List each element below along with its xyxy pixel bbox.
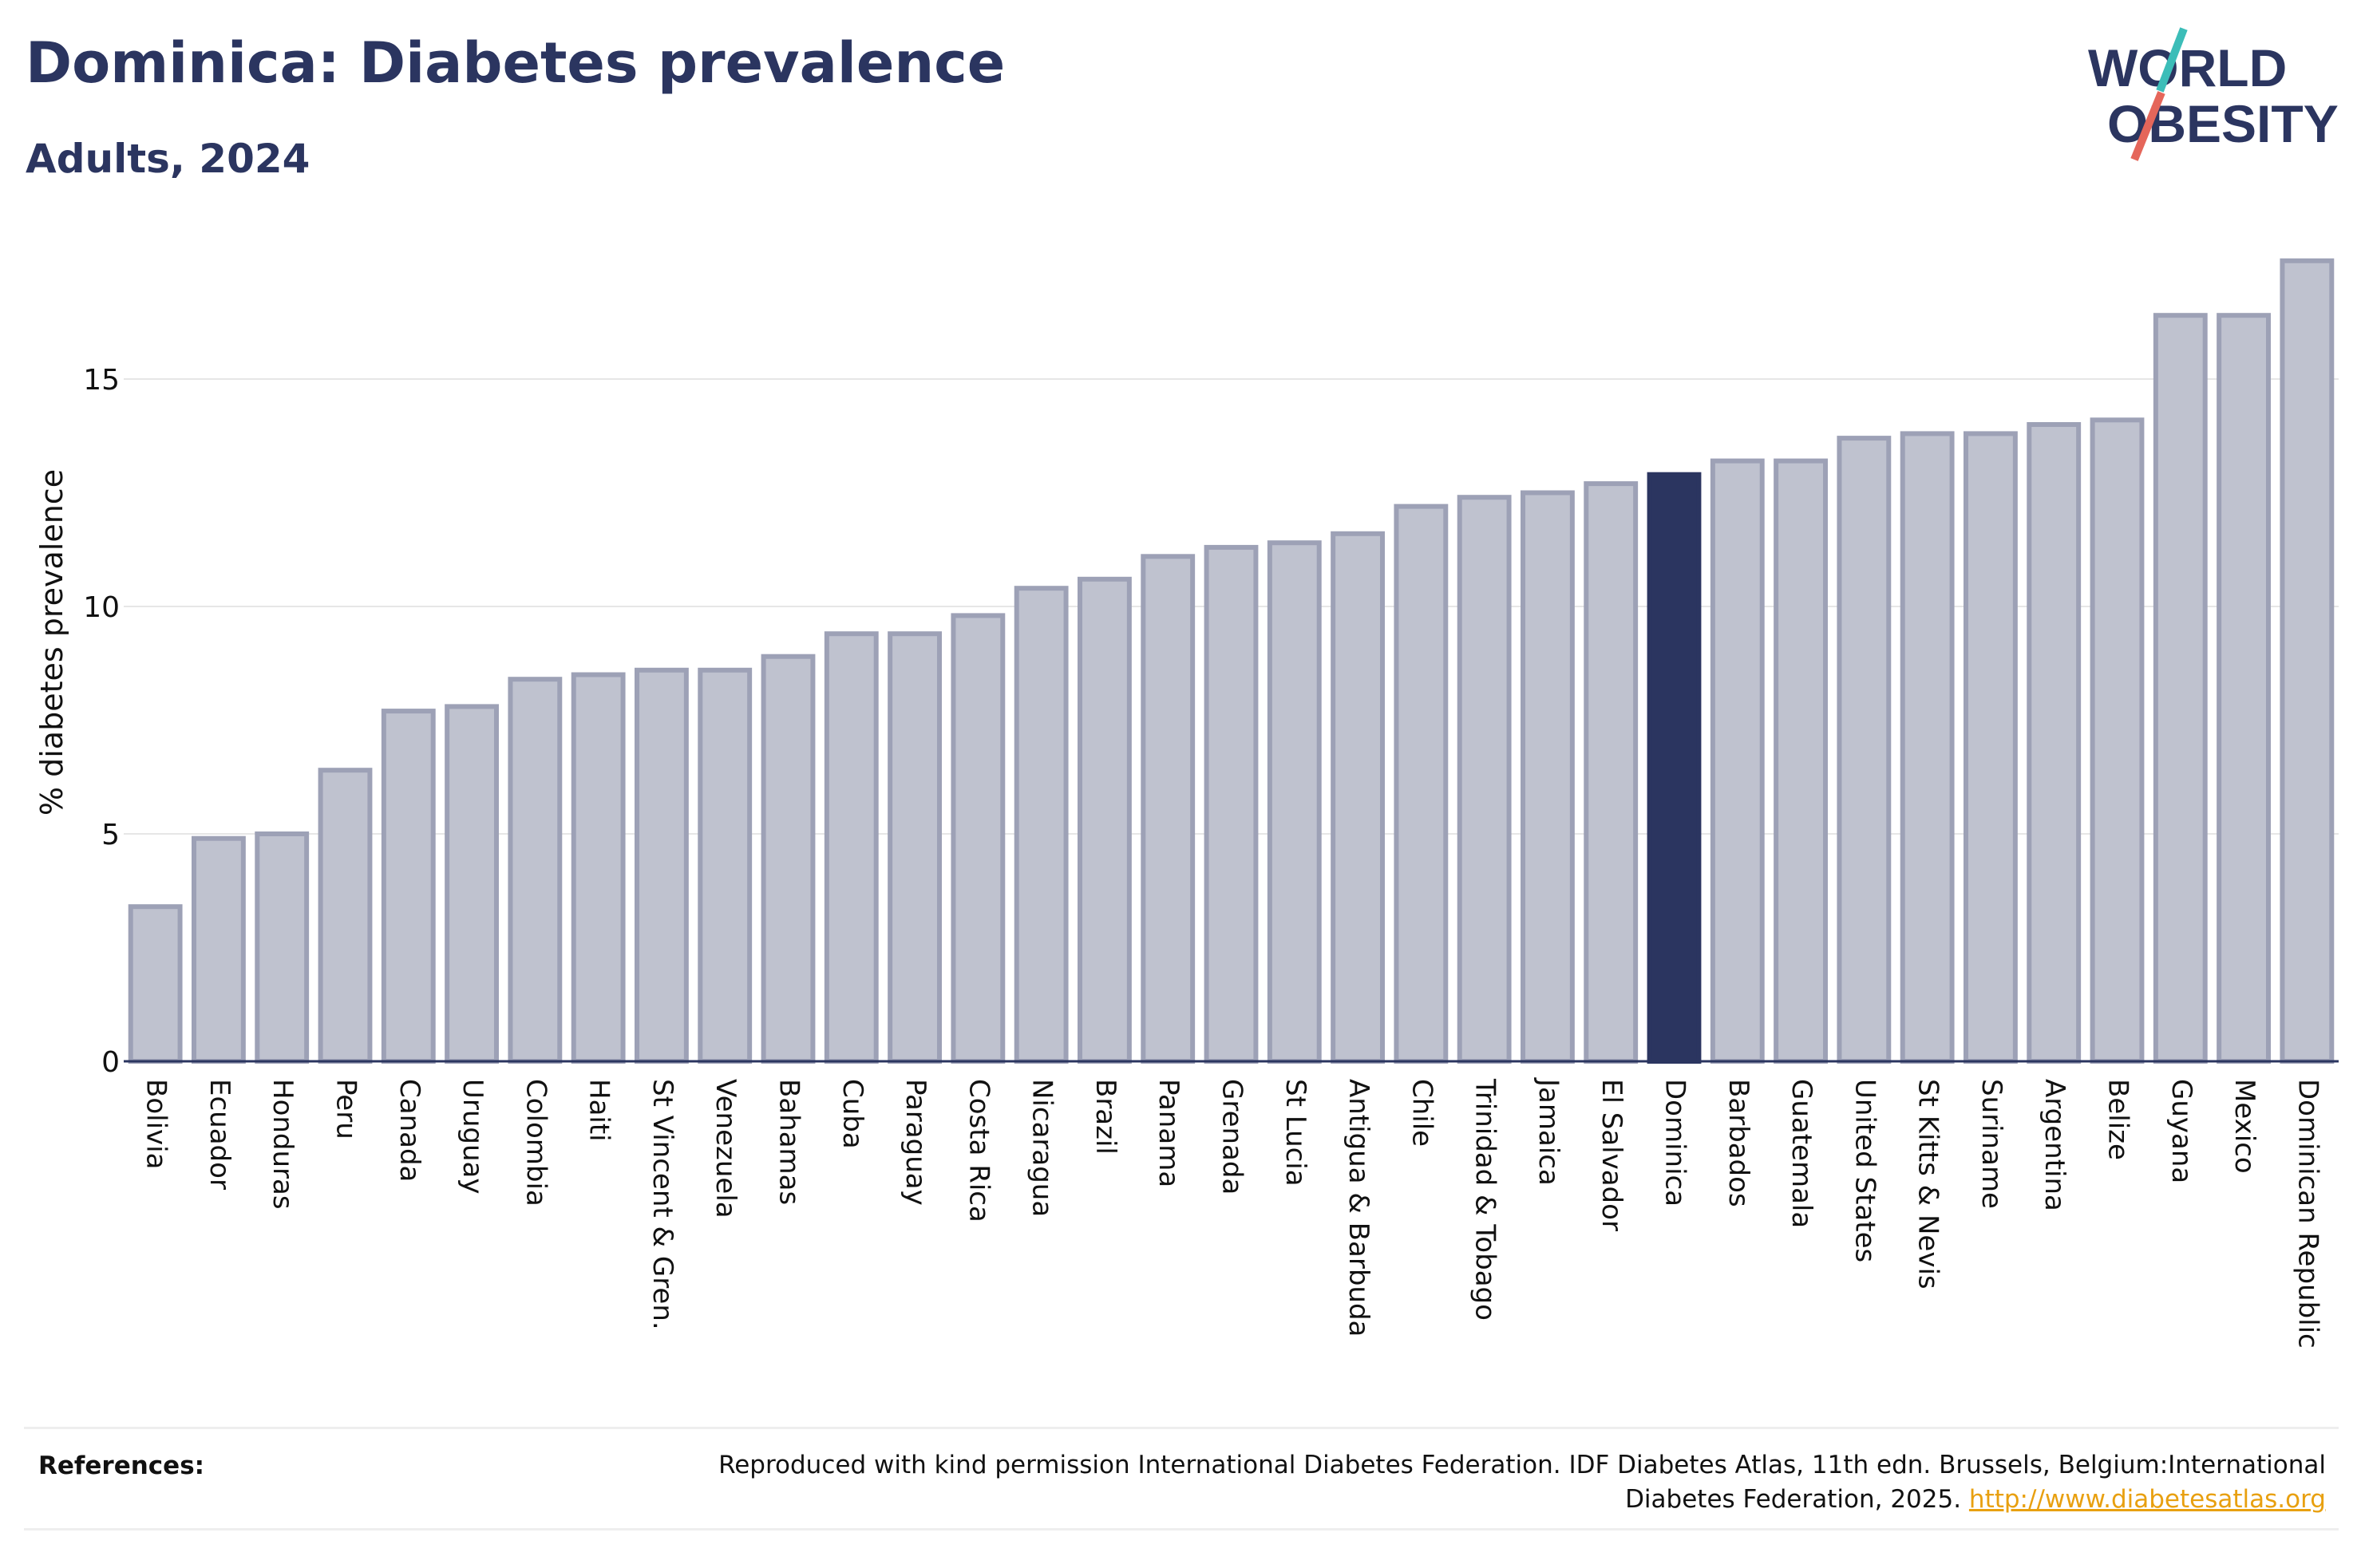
bar bbox=[2217, 313, 2271, 1064]
x-tick-label: Antigua & Barbuda bbox=[1343, 1079, 1374, 1337]
bar bbox=[571, 672, 626, 1064]
y-tick-label: 15 bbox=[83, 364, 120, 397]
bar-chart: 0 5 10 15 % diabetes prevalence Bolivia Ecua… bbox=[34, 258, 2339, 1349]
references-link[interactable]: http://www.diabetesatlas.org bbox=[1968, 1485, 2326, 1514]
x-tick-label: Honduras bbox=[267, 1079, 299, 1210]
x-tick-label: Canada bbox=[394, 1079, 425, 1182]
bar bbox=[761, 654, 816, 1064]
y-tick-label: 0 bbox=[101, 1046, 120, 1079]
logo-slash-teal bbox=[2156, 27, 2188, 93]
bar bbox=[2280, 258, 2335, 1064]
x-tick-label: Costa Rica bbox=[963, 1079, 995, 1222]
references-text-block: Reproduced with kind permission Internat… bbox=[690, 1448, 2326, 1517]
x-tick-label: Colombia bbox=[520, 1079, 552, 1207]
references-label: References: bbox=[38, 1451, 205, 1480]
x-tick-label: St Vincent & Gren. bbox=[647, 1079, 678, 1330]
chart-subtitle: Adults, 2024 bbox=[26, 136, 310, 182]
x-tick-label: Guatemala bbox=[1786, 1079, 1817, 1228]
bar bbox=[1014, 586, 1069, 1064]
bar bbox=[888, 631, 942, 1064]
x-tick-label: Mexico bbox=[2229, 1079, 2260, 1174]
bar bbox=[1331, 531, 1385, 1064]
x-tick-label: Dominican Republic bbox=[2292, 1079, 2323, 1349]
x-tick-label: El Salvador bbox=[1596, 1079, 1627, 1231]
bar bbox=[318, 768, 373, 1064]
bar bbox=[128, 904, 183, 1064]
x-tick-label: Grenada bbox=[1216, 1079, 1248, 1195]
bar bbox=[1900, 431, 1955, 1064]
x-tick-label: Guyana bbox=[2165, 1079, 2197, 1183]
y-axis-ticks: 0 5 10 15 bbox=[83, 364, 120, 1079]
bar bbox=[1267, 540, 1322, 1064]
bar bbox=[1710, 458, 1765, 1064]
x-tick-label: Uruguay bbox=[457, 1079, 488, 1195]
x-tick-label: Suriname bbox=[1975, 1079, 2007, 1209]
bar bbox=[508, 677, 563, 1064]
bar bbox=[1774, 458, 1828, 1064]
bar bbox=[1837, 436, 1892, 1064]
references-text: Reproduced with kind permission Internat… bbox=[718, 1451, 2326, 1514]
y-tick-label: 5 bbox=[101, 819, 120, 851]
y-tick-label: 10 bbox=[83, 591, 120, 624]
bar bbox=[1078, 576, 1132, 1064]
bar bbox=[445, 704, 499, 1064]
logo-line-world: WORLD bbox=[2088, 38, 2287, 97]
x-tick-label: Argentina bbox=[2039, 1079, 2070, 1211]
bar bbox=[1394, 504, 1449, 1064]
bar bbox=[255, 831, 310, 1064]
bars bbox=[128, 258, 2335, 1064]
x-tick-label: Peru bbox=[330, 1079, 362, 1139]
y-axis-label: % diabetes prevalence bbox=[34, 469, 69, 816]
x-tick-label: Brazil bbox=[1090, 1079, 1121, 1155]
world-obesity-logo: WORLD OBESITY bbox=[2088, 27, 2339, 161]
bar bbox=[1584, 481, 1639, 1064]
x-tick-label: Jamaica bbox=[1532, 1077, 1564, 1186]
bar bbox=[1204, 544, 1259, 1064]
x-tick-label: Venezuela bbox=[710, 1079, 742, 1218]
x-tick-label: Bolivia bbox=[140, 1079, 172, 1169]
bar bbox=[2090, 417, 2145, 1064]
bar bbox=[698, 667, 753, 1064]
x-tick-label: St Kitts & Nevis bbox=[1912, 1079, 1944, 1290]
bar bbox=[2027, 422, 2082, 1064]
x-tick-label: Bahamas bbox=[773, 1079, 805, 1205]
x-tick-label: Trinidad & Tobago bbox=[1469, 1078, 1501, 1321]
bar bbox=[1964, 431, 2018, 1064]
bar bbox=[824, 631, 879, 1064]
bar bbox=[1141, 554, 1196, 1064]
bar bbox=[951, 613, 1006, 1064]
x-tick-label: Panama bbox=[1153, 1079, 1184, 1187]
bar bbox=[192, 835, 246, 1064]
chart-title: Dominica: Diabetes prevalence bbox=[26, 30, 1006, 96]
x-tick-label: Belize bbox=[2102, 1079, 2134, 1160]
x-tick-label: Paraguay bbox=[900, 1079, 931, 1206]
bar bbox=[1457, 495, 1512, 1064]
logo-slash-coral bbox=[2130, 91, 2165, 161]
bar bbox=[1521, 490, 1575, 1064]
x-axis-ticks: Bolivia Ecuador Honduras Peru Canada Uruguay C… bbox=[140, 1077, 2324, 1349]
x-tick-label: Dominica bbox=[1659, 1079, 1691, 1207]
bar bbox=[635, 667, 689, 1064]
x-tick-label: Nicaragua bbox=[1026, 1079, 1058, 1217]
x-tick-label: Chile bbox=[1406, 1079, 1438, 1147]
bar-highlight bbox=[1647, 472, 1702, 1064]
references-footer: References: Reproduced with kind permiss… bbox=[24, 1427, 2339, 1530]
x-tick-label: United States bbox=[1849, 1079, 1880, 1262]
x-tick-label: Barbados bbox=[1722, 1079, 1754, 1207]
bar bbox=[2153, 313, 2208, 1064]
bar bbox=[381, 709, 436, 1064]
x-tick-label: Ecuador bbox=[204, 1079, 235, 1190]
x-tick-label: Haiti bbox=[583, 1079, 615, 1142]
x-tick-label: St Lucia bbox=[1279, 1079, 1311, 1187]
x-tick-label: Cuba bbox=[836, 1079, 868, 1149]
